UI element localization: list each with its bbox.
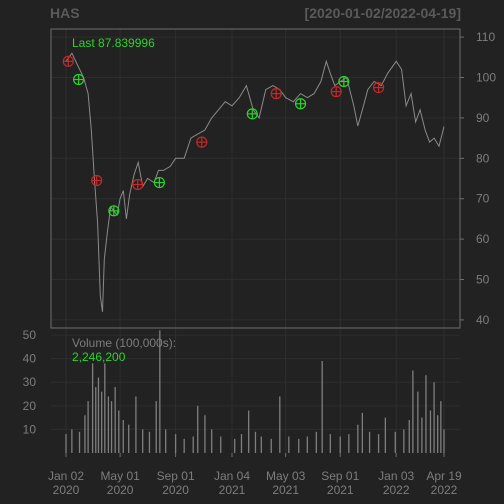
price-axis-label: 100 <box>476 70 496 84</box>
price-axis-label: 40 <box>476 313 490 327</box>
price-series-line <box>65 52 445 312</box>
price-axis-label: 60 <box>476 232 490 246</box>
price-axis-label: 70 <box>476 192 490 206</box>
x-axis-label-year: 2022 <box>383 483 410 497</box>
x-axis-label-date: Sep 01 <box>321 469 359 483</box>
x-axis-label-year: 2021 <box>219 483 246 497</box>
x-axis-label-date: May 01 <box>100 469 140 483</box>
volume-axis-label: 50 <box>23 328 37 342</box>
x-axis-label-date: Jan 02 <box>48 469 84 483</box>
volume-legend-label: Volume (100,000s): <box>72 336 176 350</box>
x-axis-label-date: Jan 04 <box>214 469 250 483</box>
price-panel-border <box>50 28 461 329</box>
x-axis-label-date: Apr 19 <box>426 469 462 483</box>
x-axis-label-year: 2020 <box>162 483 189 497</box>
volume-axis-label: 20 <box>23 399 37 413</box>
x-axis-label-year: 2020 <box>107 483 134 497</box>
price-axis-label: 90 <box>476 111 490 125</box>
x-axis-label-date: Sep 01 <box>157 469 195 483</box>
chart-date-range: [2020-01-02/2022-04-19] <box>304 5 461 21</box>
x-axis-label-date: May 03 <box>266 469 306 483</box>
price-axis-label: 50 <box>476 273 490 287</box>
volume-last-value: 2,246,200 <box>72 350 126 364</box>
volume-axis-label: 40 <box>23 352 37 366</box>
price-axis-label: 110 <box>476 30 495 44</box>
x-axis-label-year: 2021 <box>272 483 299 497</box>
last-price-label: Last 87.839996 <box>72 36 155 50</box>
x-axis-label-year: 2022 <box>431 483 458 497</box>
x-axis-label-year: 2021 <box>327 483 354 497</box>
volume-axis-label: 10 <box>23 422 37 436</box>
x-axis-label-year: 2020 <box>53 483 80 497</box>
volume-axis-label: 30 <box>23 375 37 389</box>
price-axis-label: 80 <box>476 151 490 165</box>
chart-symbol-title: HAS <box>50 5 80 21</box>
x-axis-label-date: Jan 03 <box>378 469 414 483</box>
